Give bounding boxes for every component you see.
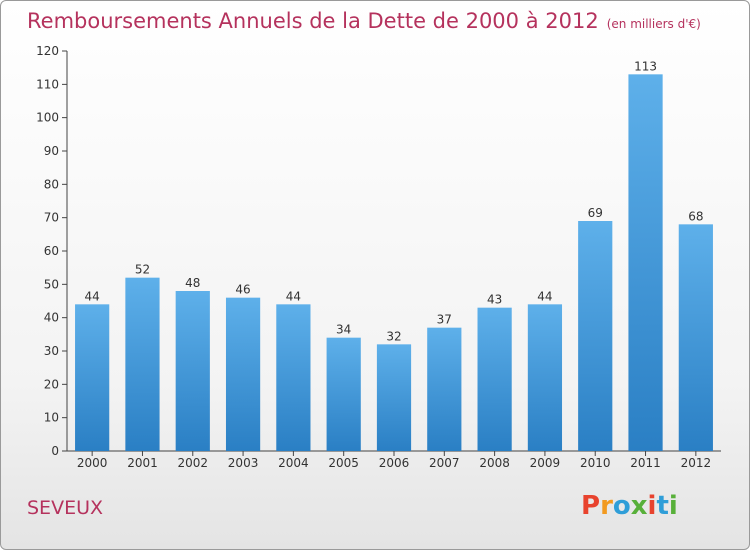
y-tick-label: 110 [36,77,59,91]
bar-value-label: 44 [537,289,552,303]
logo-letter: t [656,491,669,521]
bar-2001 [125,277,160,451]
bar-2010 [578,221,613,451]
logo-letter: i [668,491,678,521]
chart-subtitle: (en milliers d'€) [606,17,701,31]
proxiti-logo: Proxiti [581,491,678,521]
bar-value-label: 37 [437,313,452,327]
y-tick-label: 60 [44,244,59,258]
logo-letter: r [600,491,613,521]
bar-2002 [175,291,210,451]
x-tick-label: 2007 [429,456,460,470]
x-tick-label: 2002 [177,456,208,470]
y-tick-label: 120 [36,44,59,58]
y-tick-label: 80 [44,177,59,191]
chart-labels: 44 2000 52 2001 48 2002 46 2003 44 2004 34 2005 32 20… [77,59,711,470]
x-tick-label: 2006 [379,456,410,470]
logo-letter: x [630,491,648,521]
x-tick-label: 2010 [580,456,611,470]
chart-bars [75,74,713,451]
logo-letter: P [581,491,601,521]
y-tick-label: 90 [44,144,59,158]
bar-value-label: 52 [135,263,150,277]
bar-2009 [527,304,563,451]
bar-value-label: 113 [634,59,657,73]
x-tick-label: 2012 [681,456,712,470]
bar-2004 [276,304,311,451]
y-tick-label: 40 [44,311,59,325]
bar-2005 [326,337,361,451]
bar-2000 [75,304,110,451]
bar-2006 [376,344,412,451]
bar-value-label: 44 [85,289,100,303]
y-tick-label: 10 [44,411,59,425]
bar-2011 [628,74,663,451]
x-tick-label: 2001 [127,456,158,470]
bar-value-label: 48 [185,276,200,290]
commune-name: SEVEUX [27,497,103,519]
y-tick-label: 50 [44,277,59,291]
chart-title: Remboursements Annuels de la Dette de 20… [27,9,701,33]
bar-value-label: 44 [286,289,301,303]
bar-2008 [477,307,512,451]
x-tick-label: 2004 [278,456,309,470]
y-tick-label: 20 [44,377,59,391]
logo-letter: o [612,491,631,521]
bar-value-label: 46 [235,283,250,297]
x-tick-label: 2005 [328,456,359,470]
y-tick-label: 0 [51,444,59,458]
y-tick-label: 70 [44,211,59,225]
y-tick-label: 30 [44,344,59,358]
x-tick-label: 2008 [479,456,510,470]
y-tick-label: 100 [36,111,59,125]
bar-2012 [678,224,713,451]
bar-value-label: 34 [336,323,351,337]
bar-value-label: 69 [588,206,603,220]
bar-value-label: 32 [386,329,401,343]
x-tick-label: 2011 [630,456,661,470]
bar-2003 [225,297,261,451]
bar-value-label: 68 [688,209,703,223]
logo-letter: i [647,491,657,521]
x-tick-label: 2009 [530,456,561,470]
x-tick-label: 2003 [228,456,259,470]
bar-value-label: 43 [487,293,502,307]
bar-2007 [427,327,462,451]
chart-axes: 0 10 20 30 40 50 60 70 80 90 100 110 120 [36,44,721,458]
x-tick-label: 2000 [77,456,108,470]
